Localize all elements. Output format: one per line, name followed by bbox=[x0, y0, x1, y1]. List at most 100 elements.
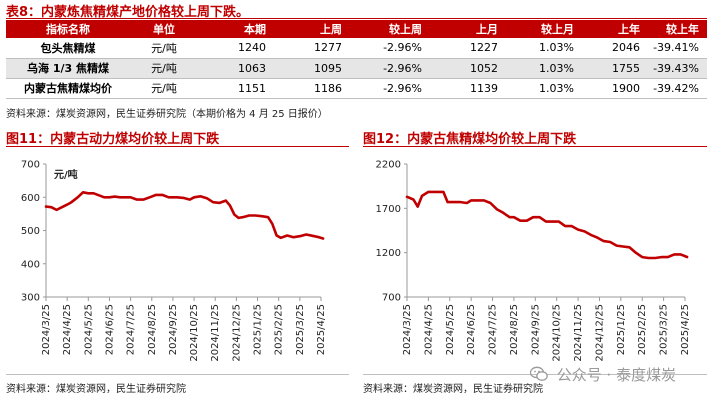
cell-last-week: 1277 bbox=[274, 38, 350, 59]
table-source-note: 资料来源：煤炭资源网，民生证券研究院（本期价格为 4 月 25 日报价） bbox=[6, 109, 328, 120]
data-point bbox=[248, 214, 250, 217]
data-point bbox=[148, 196, 151, 199]
data-point bbox=[551, 220, 554, 223]
y-tick-label: 2200 bbox=[376, 160, 401, 171]
x-tick-label: 2024/11/25 bbox=[573, 304, 584, 362]
data-point bbox=[322, 237, 324, 240]
data-point bbox=[609, 241, 611, 243]
header-vs-last-month: 较上月 bbox=[506, 20, 582, 38]
data-point bbox=[241, 216, 244, 218]
x-tick-label: 2025/4/25 bbox=[316, 304, 327, 355]
data-point bbox=[103, 196, 105, 199]
data-point bbox=[189, 198, 191, 201]
cell-vs-last-month: 1.03% bbox=[506, 78, 582, 99]
data-point bbox=[641, 256, 643, 258]
data-point bbox=[564, 225, 566, 227]
y-tick-label: 700 bbox=[382, 293, 401, 304]
data-point bbox=[161, 194, 164, 196]
left-chart-source-note: 资料来源：煤炭资源网，民生证券研究院 bbox=[6, 384, 186, 395]
data-point bbox=[92, 192, 95, 195]
cell-name: 包头焦精煤 bbox=[6, 38, 130, 59]
cell-last-month: 1227 bbox=[430, 38, 506, 59]
data-point bbox=[254, 214, 257, 217]
data-point bbox=[590, 234, 592, 236]
left-bottom-rule bbox=[6, 374, 349, 375]
data-point bbox=[496, 208, 498, 210]
right-chart-title-rule bbox=[363, 146, 707, 147]
right-chart-source-note: 资料来源：煤炭资源网，民生证券研究院 bbox=[363, 384, 543, 395]
cell-last-month: 1052 bbox=[430, 58, 506, 79]
data-point bbox=[412, 198, 415, 201]
data-point bbox=[76, 196, 79, 199]
cell-last-year: 1755 bbox=[582, 58, 648, 79]
data-point bbox=[176, 196, 178, 199]
data-point bbox=[98, 194, 100, 197]
data-point bbox=[476, 199, 479, 202]
watermark-text: 公众号 · 泰度煤炭 bbox=[556, 366, 677, 384]
data-point bbox=[275, 234, 278, 237]
data-point bbox=[206, 197, 208, 199]
data-point bbox=[129, 196, 132, 199]
x-tick-label: 2024/5/25 bbox=[445, 304, 456, 355]
data-point bbox=[673, 253, 676, 256]
x-tick-label: 2024/10/25 bbox=[189, 304, 200, 362]
cell-current: 1151 bbox=[198, 78, 274, 99]
data-point bbox=[538, 216, 541, 218]
data-point bbox=[453, 201, 455, 203]
x-tick-label: 2024/12/25 bbox=[231, 304, 242, 362]
data-point bbox=[261, 215, 263, 217]
x-tick-label: 2024/9/25 bbox=[168, 304, 179, 355]
data-point bbox=[635, 251, 637, 254]
data-point bbox=[660, 256, 663, 258]
data-point bbox=[108, 196, 111, 199]
x-tick-label: 2024/10/25 bbox=[552, 304, 563, 362]
header-last-month: 上月 bbox=[430, 20, 506, 38]
data-point bbox=[615, 244, 618, 247]
data-point bbox=[50, 206, 53, 208]
x-tick-label: 2025/3/25 bbox=[295, 304, 306, 355]
data-point bbox=[442, 191, 445, 193]
right-bottom-rule bbox=[363, 374, 707, 375]
cell-vs-last-month: 1.03% bbox=[506, 38, 582, 59]
data-point bbox=[55, 209, 58, 211]
data-point bbox=[199, 195, 202, 198]
x-tick-label: 2024/6/25 bbox=[466, 304, 477, 355]
x-tick-label: 2024/4/25 bbox=[423, 304, 434, 355]
table-header-row: 指标名称 单位 本期 上周 较上周 上月 较上月 上年 较上年 bbox=[6, 20, 707, 38]
data-point bbox=[483, 199, 485, 202]
data-point bbox=[446, 201, 449, 203]
left-line-chart: 300 400 500 600 700 2024/3/25 2024/4/25 2024/5/… bbox=[21, 160, 327, 362]
data-point bbox=[299, 235, 301, 237]
data-point bbox=[87, 192, 90, 195]
data-point bbox=[124, 196, 127, 199]
data-point bbox=[513, 216, 515, 218]
data-point bbox=[519, 219, 522, 222]
data-point bbox=[61, 206, 63, 208]
data-point bbox=[114, 195, 116, 198]
data-point bbox=[602, 240, 605, 242]
x-tick-label: 2025/4/25 bbox=[680, 304, 691, 355]
x-tick-label: 2024/3/25 bbox=[41, 304, 52, 355]
data-point bbox=[233, 213, 236, 216]
x-tick-label: 2024/7/25 bbox=[488, 304, 499, 355]
cell-last-week: 1095 bbox=[274, 58, 350, 79]
data-point bbox=[622, 245, 624, 248]
data-point bbox=[667, 256, 669, 258]
data-point bbox=[502, 212, 504, 214]
data-point bbox=[570, 225, 573, 227]
data-point bbox=[427, 191, 430, 193]
table-row: 乌海 1/3 焦精煤 元/吨 1063 1095 -2.96% 1052 1.0… bbox=[6, 58, 707, 79]
cell-vs-last-week: -2.96% bbox=[350, 78, 430, 99]
data-point bbox=[267, 216, 269, 218]
cell-unit: 元/吨 bbox=[130, 58, 198, 79]
data-point bbox=[167, 196, 170, 199]
y-tick-label: 300 bbox=[21, 293, 40, 304]
data-point bbox=[142, 198, 145, 201]
x-tick-label: 2024/11/25 bbox=[210, 304, 221, 362]
x-tick-label: 2025/1/25 bbox=[616, 304, 627, 355]
table-row: 包头焦精煤 元/吨 1240 1277 -2.96% 1227 1.03% 20… bbox=[6, 38, 707, 59]
data-point bbox=[318, 236, 320, 238]
data-point bbox=[229, 204, 231, 207]
x-tick-label: 2024/3/25 bbox=[402, 304, 413, 355]
data-point bbox=[193, 196, 195, 199]
